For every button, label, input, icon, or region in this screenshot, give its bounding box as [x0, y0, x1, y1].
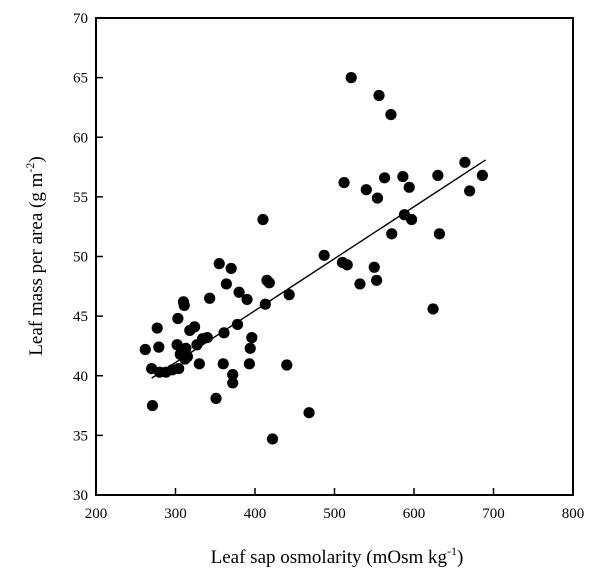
data-point	[385, 108, 397, 121]
data-point	[397, 171, 409, 183]
data-points	[139, 72, 488, 445]
data-point	[246, 331, 258, 344]
y-tick-label: 60	[73, 130, 88, 146]
data-point	[217, 358, 229, 370]
data-point	[213, 258, 225, 270]
data-point	[318, 249, 330, 261]
data-point	[338, 176, 350, 189]
data-point	[153, 341, 165, 353]
data-point	[227, 377, 239, 389]
y-tick-label: 40	[73, 369, 88, 385]
data-point	[303, 407, 315, 419]
data-point	[427, 303, 439, 315]
data-point	[225, 262, 237, 275]
y-tick-label: 30	[73, 488, 88, 504]
data-point	[283, 289, 295, 301]
data-point	[244, 342, 256, 354]
y-tick-label: 45	[73, 309, 88, 325]
data-point	[259, 298, 271, 310]
data-point	[172, 312, 184, 325]
data-point	[218, 327, 230, 339]
data-point	[220, 278, 232, 290]
y-tick-label: 70	[73, 11, 88, 27]
data-point	[210, 392, 222, 405]
tick-labels: 200 300 400 500 600 700 800 30 35 40 45 50 55 60 65 70	[73, 11, 584, 522]
data-point	[403, 181, 415, 193]
y-tick-label: 55	[73, 190, 88, 206]
data-point	[178, 299, 190, 311]
data-point	[378, 172, 391, 184]
data-point	[201, 331, 213, 344]
data-point	[243, 358, 256, 370]
data-point	[476, 169, 488, 182]
x-tick-label: 600	[403, 506, 426, 522]
data-point	[281, 359, 293, 371]
x-tick-label: 400	[244, 506, 267, 522]
data-point	[459, 156, 471, 168]
data-point	[233, 286, 245, 298]
data-point	[146, 399, 159, 412]
y-tick-label: 35	[73, 428, 88, 444]
data-point	[241, 293, 253, 306]
x-tick-label: 700	[482, 506, 505, 522]
data-point	[204, 292, 216, 304]
data-point	[464, 185, 476, 197]
data-point	[263, 277, 275, 289]
data-point	[151, 322, 163, 334]
data-point	[360, 184, 372, 196]
data-point	[406, 213, 418, 226]
data-point	[345, 72, 357, 84]
data-point	[371, 192, 384, 204]
data-point	[231, 318, 244, 331]
x-tick-label: 300	[164, 506, 187, 522]
x-tick-label: 200	[85, 506, 108, 522]
data-point	[227, 368, 239, 381]
data-point	[368, 261, 380, 273]
data-point	[171, 339, 183, 351]
y-axis-title: Leaf mass per area (g m-2)	[23, 156, 47, 355]
x-axis-title: Leaf sap osmolarity (mOsm kg-1)	[211, 544, 464, 568]
axis-ticks	[95, 17, 574, 496]
data-point	[266, 433, 279, 445]
data-point	[193, 358, 205, 370]
data-point	[257, 213, 269, 226]
data-point	[139, 343, 151, 356]
plot-area-frame	[95, 17, 574, 496]
data-point	[432, 169, 444, 182]
x-tick-label: 500	[323, 506, 346, 522]
data-point	[341, 259, 353, 271]
data-point	[433, 228, 446, 240]
data-point	[373, 89, 385, 102]
y-tick-label: 65	[73, 71, 88, 87]
data-point	[386, 228, 398, 240]
data-point	[180, 342, 192, 354]
data-point	[354, 278, 366, 290]
data-point	[371, 274, 383, 286]
data-point	[181, 351, 194, 363]
data-point	[173, 362, 185, 375]
data-point	[188, 321, 201, 333]
x-tick-label: 800	[562, 506, 585, 522]
y-tick-label: 50	[73, 250, 88, 266]
